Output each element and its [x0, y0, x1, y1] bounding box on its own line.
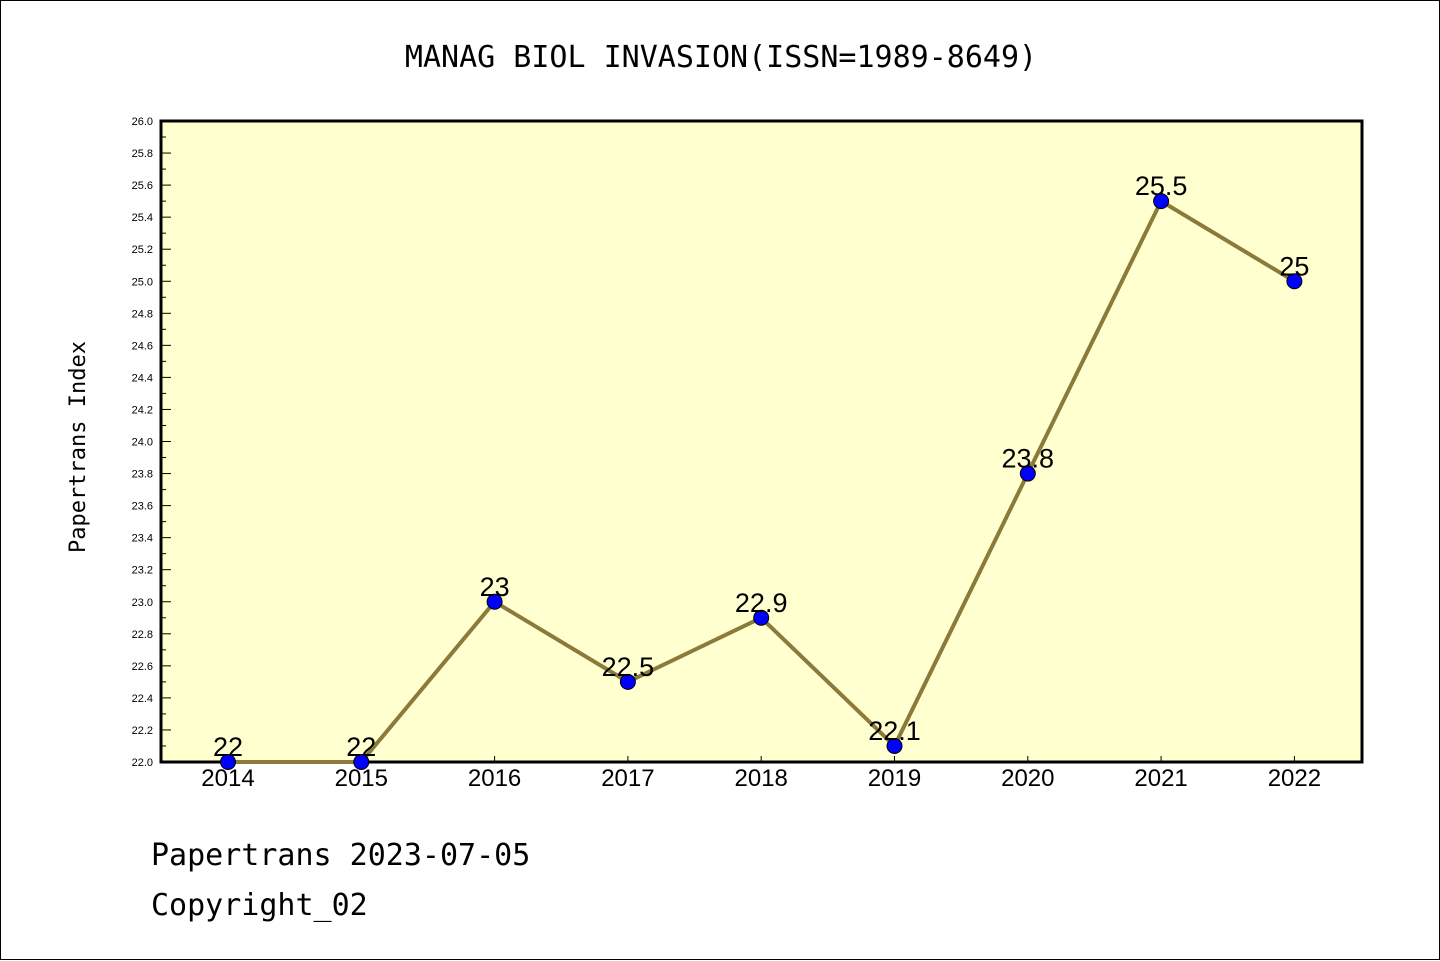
y-tick-label: 25.2	[132, 244, 153, 256]
y-tick-label: 23.2	[132, 565, 153, 577]
data-label: 25.5	[1135, 171, 1188, 201]
data-label: 22.5	[602, 652, 655, 682]
x-tick-label: 2017	[601, 765, 654, 792]
data-label: 22	[213, 732, 243, 762]
y-tick-label: 25.0	[132, 276, 153, 288]
footer-date: Papertrans 2023-07-05	[151, 838, 530, 873]
y-tick-label: 24.4	[132, 372, 153, 384]
data-point	[353, 754, 370, 770]
y-axis-label: Papertrans Index	[66, 341, 91, 553]
data-point	[753, 609, 770, 626]
y-tick-label: 23.8	[132, 469, 153, 481]
y-tick-label: 23.0	[132, 597, 153, 609]
data-label: 23	[480, 572, 510, 602]
data-label: 25	[1279, 251, 1309, 281]
series-group	[220, 193, 1303, 770]
chart-title: MANAG BIOL INVASION(ISSN=1989-8649)	[405, 40, 1037, 75]
y-tick-label: 25.6	[132, 180, 153, 192]
y-tick-label: 25.4	[132, 212, 153, 224]
y-tick-label: 24.8	[132, 308, 153, 320]
data-labels: 22 22 23 22.5 22.9 22.1 23.8 25.5 25	[213, 171, 1309, 762]
x-tick-label: 2021	[1134, 765, 1187, 792]
data-label: 22.9	[735, 588, 788, 618]
data-point	[1153, 193, 1170, 210]
y-tick-label: 22.2	[132, 725, 153, 737]
data-label: 22.1	[868, 716, 921, 746]
y-tick-label: 22.0	[132, 757, 153, 769]
y-tick-label: 22.4	[132, 693, 153, 705]
y-tick-label: 24.6	[132, 340, 153, 352]
plot-area	[159, 119, 1364, 764]
y-tick-label: 23.4	[132, 533, 153, 545]
y-tick-label: 22.6	[132, 661, 153, 673]
data-point	[886, 737, 903, 754]
y-tick-label: 26.0	[132, 116, 153, 128]
data-point	[220, 754, 236, 770]
y-axis: 22.0 22.2 22.4 22.6 22.8 23.0 23.2 23.4 23.6 23.8…	[132, 116, 171, 769]
data-point	[1286, 273, 1303, 290]
x-tick-label: 2018	[735, 765, 788, 792]
data-point	[1019, 465, 1036, 482]
data-point	[486, 593, 503, 610]
x-tick-label: 2016	[468, 765, 521, 792]
data-point	[619, 673, 636, 690]
x-tick-label: 2020	[1001, 765, 1054, 792]
y-tick-label: 24.0	[132, 437, 153, 449]
y-tick-label: 24.2	[132, 404, 153, 416]
x-tick-label: 2022	[1268, 765, 1321, 792]
x-tick-label: 2019	[868, 765, 921, 792]
data-label: 23.8	[1002, 444, 1055, 474]
y-tick-label: 22.8	[132, 629, 153, 641]
footer-copyright: Copyright_02	[151, 888, 368, 923]
y-tick-label: 25.8	[132, 148, 153, 160]
data-label: 22	[346, 732, 376, 762]
y-tick-label: 23.6	[132, 501, 153, 513]
